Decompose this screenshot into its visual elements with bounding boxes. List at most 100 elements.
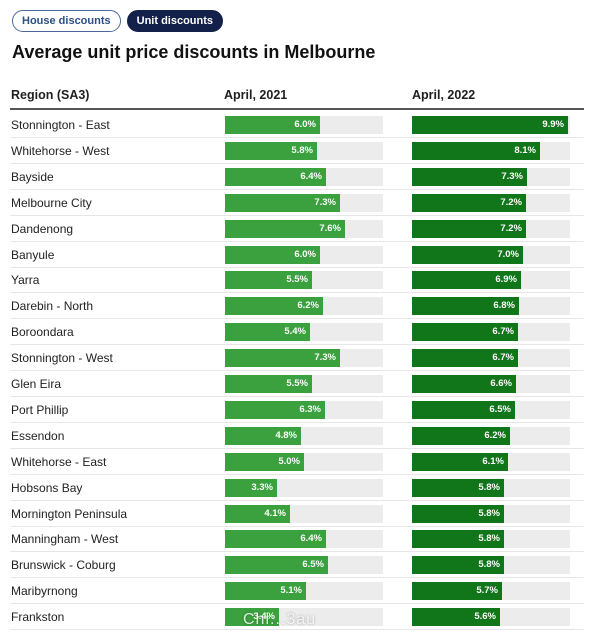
bar-track-2021: 5.4%	[225, 323, 383, 342]
bar-track-2022: 9.9%	[412, 116, 570, 134]
bar-value-label: 5.4%	[284, 326, 306, 338]
tab-unit-discounts[interactable]: Unit discounts	[126, 10, 224, 32]
bar-track-2021: 7.3%	[225, 193, 383, 212]
bar-value-label: 6.4%	[300, 533, 322, 545]
bar-2022: 6.5%	[412, 400, 515, 419]
bar-2022: 6.7%	[412, 349, 518, 368]
table-row: Brunswick - Coburg 6.5% 5.8%	[10, 552, 584, 579]
bar-2021: 5.5%	[225, 375, 312, 393]
bar-track-2021: 5.1%	[225, 582, 383, 601]
bar-track-2022: 5.8%	[412, 504, 570, 523]
table-row: Mornington Peninsula 4.1% 5.8%	[10, 501, 584, 527]
bar-value-label: 5.8%	[291, 144, 313, 156]
bar-value-label: 5.0%	[278, 455, 300, 467]
bar-2021: 7.3%	[225, 193, 340, 212]
region-label: Boroondara	[11, 325, 74, 340]
bar-value-label: 6.6%	[490, 378, 512, 389]
bar-track-2021: 5.5%	[225, 375, 383, 393]
table-row: Essendon 4.8% 6.2%	[10, 423, 584, 449]
bar-track-2022: 5.8%	[412, 556, 570, 575]
bar-2021: 6.0%	[225, 245, 320, 264]
bar-track-2022: 6.8%	[412, 297, 570, 316]
bar-value-label: 7.0%	[497, 248, 519, 260]
table-row: Dandenong 7.6% 7.2%	[10, 216, 584, 242]
bar-2021: 5.0%	[225, 452, 304, 471]
region-label: Whitehorse - West	[11, 143, 110, 158]
bar-2022: 6.6%	[412, 375, 516, 393]
region-label: Manningham - West	[11, 532, 119, 547]
region-label: Darebin - North	[11, 299, 94, 314]
bar-2021: 4.1%	[225, 504, 290, 523]
bar-value-label: 8.1%	[514, 144, 536, 156]
bar-value-label: 6.2%	[297, 300, 319, 312]
bar-value-label: 5.8%	[478, 533, 500, 545]
region-label: Maribyrnong	[11, 584, 78, 599]
bar-track-2021: 6.0%	[225, 245, 383, 264]
table-row: Yarra 5.5% 6.9%	[10, 267, 584, 294]
bar-2021: 5.1%	[225, 582, 306, 601]
bar-2022: 5.8%	[412, 478, 504, 497]
bar-value-label: 7.3%	[501, 170, 523, 182]
bar-2022: 6.8%	[412, 297, 519, 316]
table-row: Whitehorse - East 5.0% 6.1%	[10, 449, 584, 475]
bar-track-2021: 5.5%	[225, 271, 383, 290]
bar-track-2022: 6.9%	[412, 271, 570, 290]
region-label: Glen Eira	[11, 377, 62, 391]
table-row: Manningham - West 6.4% 5.8%	[10, 526, 584, 553]
column-header-2022: April, 2022	[412, 88, 476, 102]
bar-value-label: 7.2%	[500, 222, 522, 234]
bar-2021: 6.2%	[225, 297, 323, 316]
bar-2022: 5.8%	[412, 530, 504, 549]
bar-2022: 7.3%	[412, 167, 527, 186]
bar-track-2021: 6.4%	[225, 530, 383, 549]
bar-2022: 5.8%	[412, 504, 504, 523]
region-label: Port Phillip	[11, 402, 69, 417]
bar-track-2021: 4.8%	[225, 426, 383, 445]
bar-value-label: 6.5%	[489, 403, 511, 415]
bar-value-label: 6.3%	[299, 403, 321, 415]
bar-track-2021: 7.3%	[225, 349, 383, 368]
bar-2022: 6.2%	[412, 426, 510, 445]
table-row: Whitehorse - West 5.8% 8.1%	[10, 138, 584, 164]
bar-track-2022: 5.6%	[412, 608, 570, 627]
region-label: Melbourne City	[11, 195, 92, 210]
bar-value-label: 7.6%	[319, 222, 341, 234]
bar-track-2021: 4.1%	[225, 504, 383, 523]
column-header-2021: April, 2021	[224, 88, 288, 102]
bar-2021: 6.5%	[225, 556, 328, 575]
bar-track-2021: 6.4%	[225, 167, 383, 186]
bar-value-label: 6.0%	[294, 248, 316, 260]
bar-value-label: 6.2%	[484, 429, 506, 441]
bar-2021: 3.3%	[225, 478, 277, 497]
bar-value-label: 4.1%	[264, 507, 286, 519]
region-label: Mornington Peninsula	[11, 506, 128, 521]
bar-2021: 7.3%	[225, 349, 340, 368]
bar-track-2021: 6.3%	[225, 400, 383, 419]
bar-value-label: 7.3%	[314, 196, 336, 208]
bar-2022: 7.0%	[412, 245, 523, 264]
bar-track-2021: 7.6%	[225, 219, 383, 238]
region-label: Stonnington - East	[11, 118, 110, 132]
bar-2022: 6.7%	[412, 323, 518, 342]
bar-value-label: 5.5%	[286, 378, 308, 389]
region-label: Hobsons Bay	[11, 480, 83, 495]
bar-track-2021: 3.3%	[225, 478, 383, 497]
bar-value-label: 5.8%	[478, 481, 500, 493]
bar-value-label: 7.2%	[500, 196, 522, 208]
bar-value-label: 6.7%	[492, 352, 514, 364]
bar-value-label: 5.7%	[476, 585, 498, 597]
bar-track-2022: 5.8%	[412, 478, 570, 497]
bar-value-label: 5.8%	[478, 559, 500, 571]
bar-2022: 5.7%	[412, 582, 502, 601]
bar-value-label: 5.5%	[286, 274, 308, 286]
bar-2022: 7.2%	[412, 193, 526, 212]
bar-2022: 9.9%	[412, 116, 568, 134]
table-row: Boroondara 5.4% 6.7%	[10, 319, 584, 346]
tab-house-discounts[interactable]: House discounts	[12, 10, 121, 32]
bar-2022: 8.1%	[412, 141, 540, 160]
bar-track-2022: 6.6%	[412, 375, 570, 393]
bar-track-2021: 5.0%	[225, 452, 383, 471]
bar-value-label: 6.9%	[495, 274, 517, 286]
region-label: Brunswick - Coburg	[11, 558, 116, 573]
bar-track-2022: 6.2%	[412, 426, 570, 445]
